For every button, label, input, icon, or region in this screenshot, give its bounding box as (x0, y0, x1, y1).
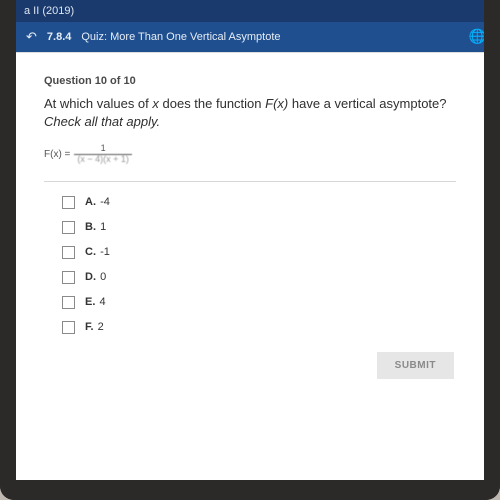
choices-list: A. -4 B. 1 C. -1 D. 0 E. 4 F. 2 (44, 196, 456, 334)
submit-button[interactable]: SUBMIT (377, 352, 454, 379)
choice-a-checkbox[interactable] (62, 196, 75, 209)
submit-row: SUBMIT (44, 352, 456, 379)
choice-value: 0 (100, 271, 106, 283)
quiz-label: Quiz: More Than One Vertical Asymptote (81, 31, 280, 43)
choice-letter: D. (85, 271, 96, 283)
choice-b[interactable]: B. 1 (62, 221, 456, 234)
question-content: Question 10 of 10 At which values of x d… (16, 52, 484, 393)
formula-lhs: F(x) = (44, 149, 70, 160)
choice-d-checkbox[interactable] (62, 271, 75, 284)
formula-denominator: (x − 4)(x + 1) (74, 154, 132, 165)
quiz-code: 7.8.4 (47, 31, 71, 43)
choice-value: 1 (100, 221, 106, 233)
choice-value: -1 (100, 246, 110, 258)
choice-c[interactable]: C. -1 (62, 246, 456, 259)
quiz-prefix: Quiz: (81, 31, 107, 43)
question-prompt: At which values of x does the function F… (44, 95, 456, 130)
choice-value: 4 (99, 296, 105, 308)
course-title: a II (2019) (24, 5, 74, 17)
question-number: Question 10 of 10 (44, 75, 456, 87)
prompt-fn: F(x) (265, 96, 288, 111)
formula-block: F(x) = 1 (x − 4)(x + 1) (44, 144, 456, 182)
course-header: a II (2019) (16, 0, 484, 22)
prompt-part: does the function (159, 96, 265, 111)
device-frame: a II (2019) ↶ 7.8.4 Quiz: More Than One … (0, 0, 500, 500)
choice-f[interactable]: F. 2 (62, 321, 456, 334)
choice-letter: F. (85, 321, 94, 333)
choice-a[interactable]: A. -4 (62, 196, 456, 209)
back-icon[interactable]: ↶ (26, 29, 37, 45)
prompt-part: At which values of (44, 96, 152, 111)
translate-icon[interactable]: 🌐 (469, 28, 486, 45)
quiz-title: More Than One Vertical Asymptote (110, 31, 280, 43)
prompt-hint: Check all that apply. (44, 114, 160, 129)
choice-letter: A. (85, 196, 96, 208)
choice-f-checkbox[interactable] (62, 321, 75, 334)
choice-value: 2 (98, 321, 104, 333)
choice-b-checkbox[interactable] (62, 221, 75, 234)
choice-letter: C. (85, 246, 96, 258)
choice-letter: B. (85, 221, 96, 233)
choice-c-checkbox[interactable] (62, 246, 75, 259)
formula-fraction: 1 (x − 4)(x + 1) (74, 144, 132, 165)
formula-numerator: 1 (98, 144, 109, 154)
choice-letter: E. (85, 296, 95, 308)
choice-e[interactable]: E. 4 (62, 296, 456, 309)
prompt-part: have a vertical asymptote? (288, 96, 446, 111)
quiz-header: ↶ 7.8.4 Quiz: More Than One Vertical Asy… (16, 22, 484, 52)
choice-e-checkbox[interactable] (62, 296, 75, 309)
choice-d[interactable]: D. 0 (62, 271, 456, 284)
formula: F(x) = 1 (x − 4)(x + 1) (44, 144, 132, 165)
choice-value: -4 (100, 196, 110, 208)
